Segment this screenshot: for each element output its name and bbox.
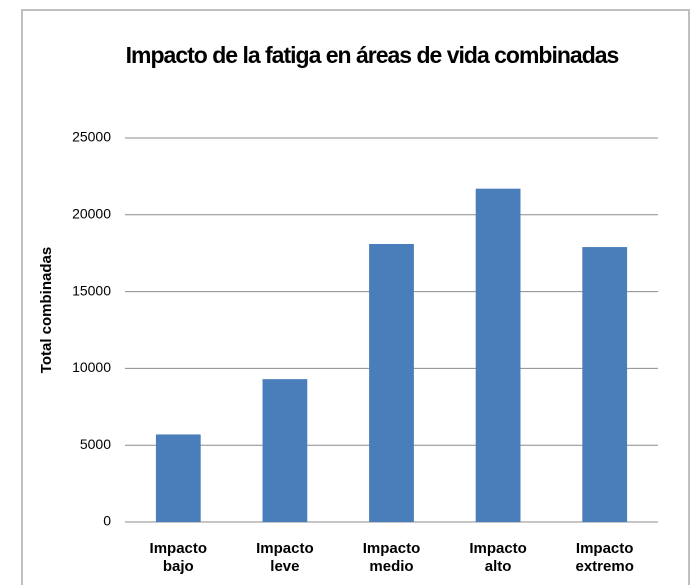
y-axis-label: Total combinadas <box>38 247 55 373</box>
bar <box>369 243 414 522</box>
bar <box>582 247 628 522</box>
y-tick-label: 25000 <box>72 129 111 145</box>
x-tick-label: Impacto bajo <box>149 540 208 575</box>
y-tick-label: 5000 <box>80 436 111 452</box>
x-tick-label: Impacto alto <box>469 540 527 575</box>
chart-border <box>21 9 690 585</box>
chart-title: Impacto de la fatiga en áreas de vida co… <box>126 42 619 68</box>
y-tick-label: 10000 <box>72 359 111 375</box>
bar <box>262 379 308 522</box>
y-tick-label: 20000 <box>72 206 111 222</box>
y-tick-label: 15000 <box>72 282 111 298</box>
bar <box>475 188 521 523</box>
x-tick-label: Impacto leve <box>256 540 314 575</box>
bar <box>155 434 201 522</box>
x-tick-label: Impacto extremo <box>575 540 634 575</box>
y-tick-label: 0 <box>103 513 111 529</box>
x-tick-label: Impacto medio <box>362 540 421 575</box>
